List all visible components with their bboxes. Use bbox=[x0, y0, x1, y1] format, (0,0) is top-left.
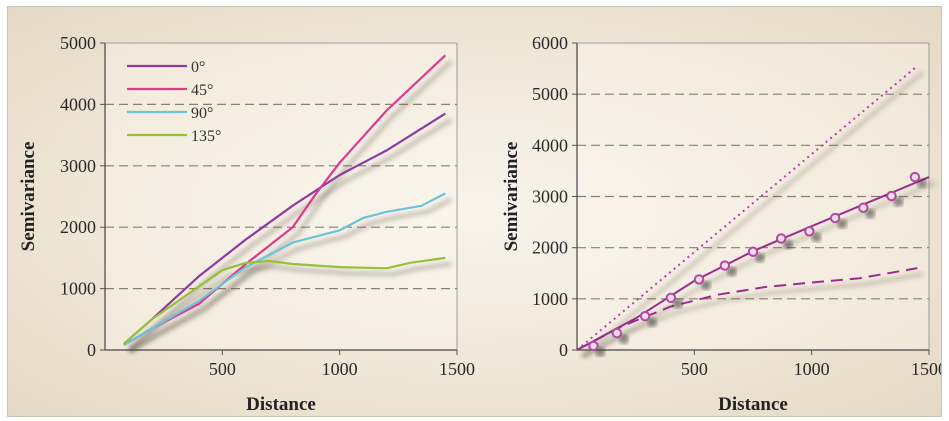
data-point bbox=[886, 190, 897, 202]
x-tick-label: 1000 bbox=[794, 359, 830, 379]
x-tick-label: 500 bbox=[681, 359, 708, 379]
y-tick-label: 0 bbox=[559, 340, 568, 360]
data-point bbox=[588, 340, 599, 352]
data-point bbox=[665, 292, 677, 304]
data-point bbox=[909, 171, 921, 183]
data-point bbox=[804, 226, 815, 237]
data-point bbox=[858, 202, 869, 213]
data-point bbox=[611, 327, 623, 339]
data-point-shadow bbox=[893, 196, 904, 207]
data-point-shadow bbox=[783, 239, 794, 250]
x-tick-label: 500 bbox=[209, 359, 236, 379]
fit-line-shadow bbox=[581, 70, 925, 358]
legend-label: 135° bbox=[191, 128, 221, 145]
data-point bbox=[775, 233, 787, 244]
y-tick-label: 5000 bbox=[532, 84, 568, 104]
x-tick-label: 1500 bbox=[439, 359, 475, 379]
legend-label: 90° bbox=[191, 105, 213, 122]
y-tick-label: 6000 bbox=[532, 33, 568, 53]
legend-label: 45° bbox=[191, 82, 213, 99]
series-line bbox=[123, 256, 446, 345]
data-point-shadow bbox=[837, 218, 848, 229]
data-point bbox=[829, 212, 841, 224]
series-shadow bbox=[128, 197, 453, 354]
x-axis-label: Distance bbox=[718, 394, 788, 415]
y-tick-label: 2000 bbox=[60, 217, 96, 237]
y-tick-label: 0 bbox=[87, 340, 96, 360]
x-tick-label: 1500 bbox=[911, 359, 941, 379]
legend: 0° 45° 90° 135° bbox=[127, 59, 221, 145]
series-line bbox=[123, 192, 446, 347]
data-point-shadow bbox=[647, 317, 658, 328]
x-tick-label: 1000 bbox=[322, 359, 358, 379]
figure-frame: 0 1000 2000 3000 4000 5000 500 1000 1500 Distance… bbox=[7, 6, 942, 417]
y-tick-label: 2000 bbox=[532, 238, 568, 258]
data-point-shadow bbox=[811, 232, 822, 243]
data-point-shadow bbox=[916, 178, 927, 189]
y-tick-label: 4000 bbox=[60, 94, 96, 114]
data-point-shadow bbox=[865, 208, 876, 219]
series-shadow bbox=[128, 261, 452, 352]
fit-line-dotted bbox=[576, 65, 918, 351]
data-point-shadow bbox=[701, 280, 712, 291]
y-tick-label: 1000 bbox=[532, 289, 568, 309]
series-line bbox=[123, 112, 446, 345]
data-point-shadow bbox=[595, 346, 606, 357]
data-point bbox=[719, 260, 731, 271]
y-tick-label: 1000 bbox=[60, 279, 96, 299]
data-point-shadow bbox=[755, 252, 765, 263]
fit-line-dashed bbox=[576, 267, 918, 351]
data-point bbox=[693, 274, 705, 285]
right-chart: 0 1000 2000 3000 4000 5000 6000 500 1000 1500 Dist… bbox=[501, 33, 941, 415]
data-point-shadow bbox=[726, 266, 737, 277]
y-tick-label: 3000 bbox=[60, 156, 96, 176]
fit-line-shadow bbox=[581, 271, 924, 359]
data-point-shadow bbox=[672, 298, 683, 309]
x-axis-label: Distance bbox=[246, 394, 316, 415]
legend-label: 0° bbox=[191, 59, 205, 76]
y-tick-label: 4000 bbox=[532, 135, 568, 155]
data-point bbox=[747, 246, 759, 257]
y-axis-label: Semivariance bbox=[18, 142, 39, 252]
data-point-shadow bbox=[618, 334, 629, 345]
y-axis-label: Semivariance bbox=[501, 142, 522, 252]
y-tick-label: 5000 bbox=[60, 33, 96, 53]
data-point bbox=[639, 311, 651, 322]
left-chart: 0 1000 2000 3000 4000 5000 500 1000 1500 Distance… bbox=[18, 33, 475, 415]
y-tick-label: 3000 bbox=[532, 187, 568, 207]
